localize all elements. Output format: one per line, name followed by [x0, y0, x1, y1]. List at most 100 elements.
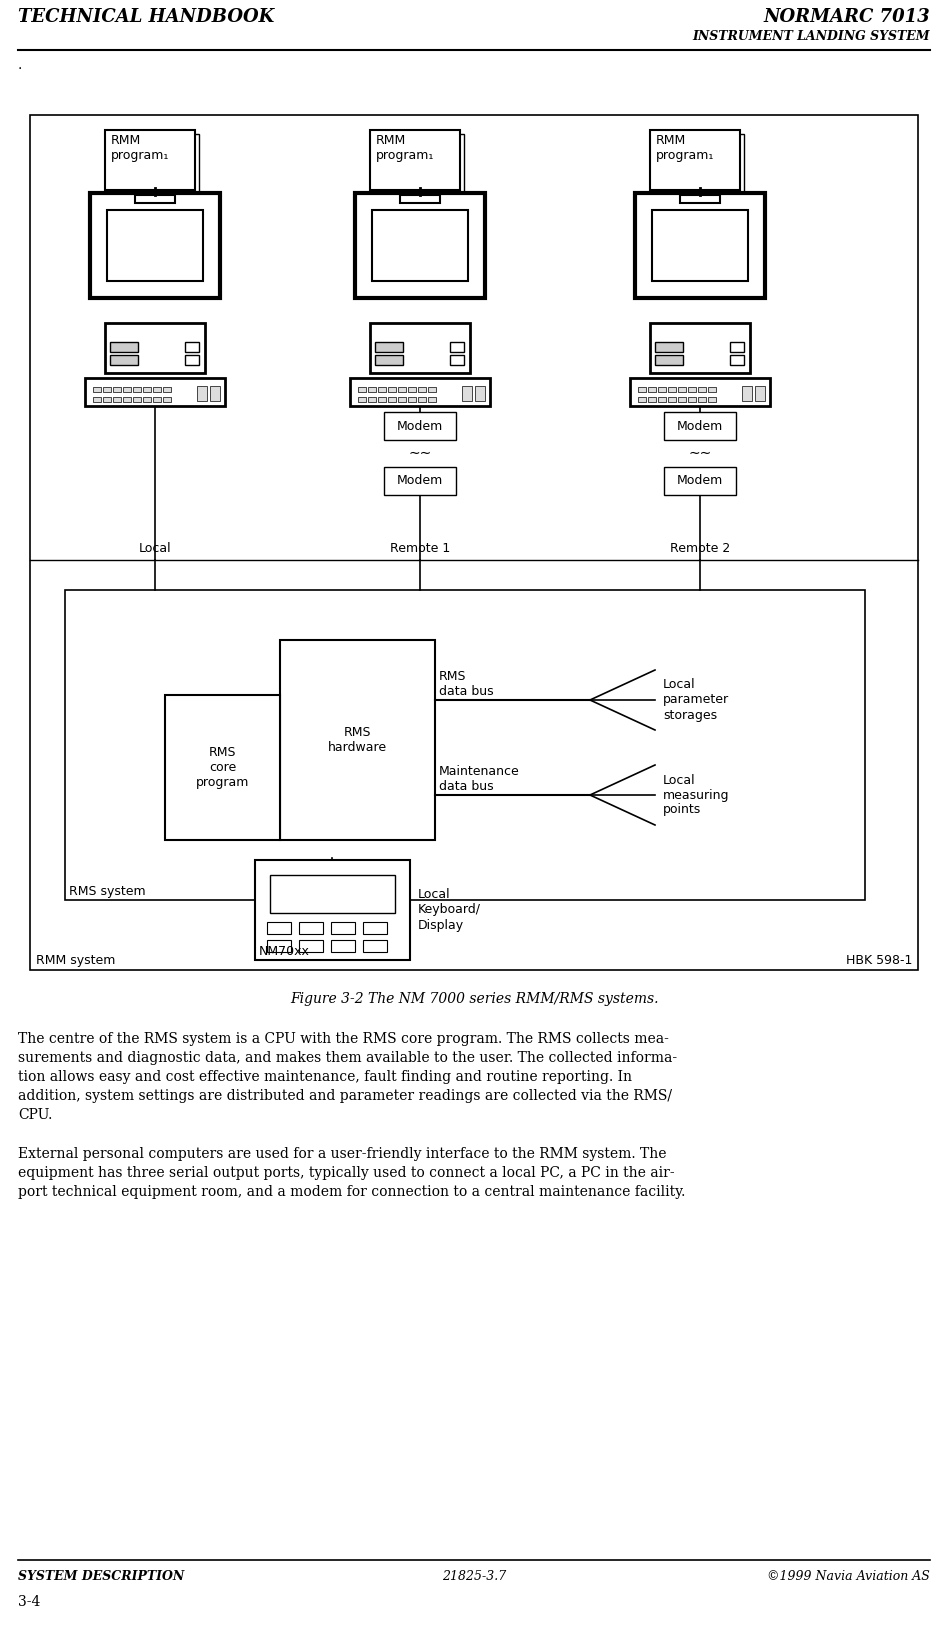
Bar [255, 860, 410, 960]
Text: Figure 3-2 The NM 7000 series RMM/RMS systems.: Figure 3-2 The NM 7000 series RMM/RMS sy… [290, 992, 658, 1005]
Bar [103, 397, 111, 401]
Bar [135, 194, 175, 202]
Text: Modem: Modem [397, 419, 443, 432]
Text: Remote 2: Remote 2 [670, 542, 730, 555]
Bar [210, 387, 220, 401]
Bar [708, 387, 716, 392]
Bar [368, 397, 376, 401]
Bar [730, 343, 744, 353]
Bar [664, 467, 736, 494]
Bar [462, 387, 472, 401]
Bar [408, 387, 416, 392]
Bar [370, 323, 470, 374]
Bar [370, 131, 460, 189]
Bar [428, 397, 436, 401]
Bar [450, 356, 464, 366]
Text: ©1999 Navia Aviation AS: ©1999 Navia Aviation AS [767, 1570, 930, 1583]
Text: Modem: Modem [397, 475, 443, 488]
Bar [418, 387, 426, 392]
Text: .: . [18, 59, 23, 72]
Bar [105, 131, 195, 189]
Bar [110, 343, 138, 353]
Bar [355, 193, 485, 299]
Text: RMS
hardware: RMS hardware [328, 726, 387, 754]
Bar [153, 387, 161, 392]
Bar [163, 397, 171, 401]
Bar [363, 922, 387, 934]
Text: RMM system: RMM system [36, 955, 116, 968]
Bar [698, 387, 706, 392]
Bar [90, 193, 220, 299]
Text: Modem: Modem [677, 419, 723, 432]
Bar [428, 387, 436, 392]
Bar [688, 387, 696, 392]
Bar [650, 131, 740, 189]
Bar [113, 397, 121, 401]
Bar [630, 379, 770, 406]
Bar [664, 411, 736, 441]
Bar [678, 397, 686, 401]
Text: TECHNICAL HANDBOOK: TECHNICAL HANDBOOK [18, 8, 274, 26]
Bar [374, 134, 464, 194]
Bar [648, 397, 656, 401]
Text: RMS
data bus: RMS data bus [439, 671, 494, 698]
Bar [668, 387, 676, 392]
Bar [384, 411, 456, 441]
Bar [635, 193, 765, 299]
Bar [742, 387, 752, 401]
Bar [267, 922, 291, 934]
Bar [197, 387, 207, 401]
Text: ∼∼: ∼∼ [409, 446, 431, 460]
Bar [93, 397, 101, 401]
Text: Local: Local [138, 542, 172, 555]
Bar [378, 397, 386, 401]
Text: Modem: Modem [677, 475, 723, 488]
Bar [143, 397, 151, 401]
Bar [350, 379, 490, 406]
Bar [358, 397, 366, 401]
Bar [652, 211, 748, 281]
Bar [331, 922, 355, 934]
Text: Local
parameter
storages: Local parameter storages [663, 679, 729, 721]
Text: RMM
program₁: RMM program₁ [111, 134, 170, 162]
Text: Local
Keyboard/
Display: Local Keyboard/ Display [418, 888, 481, 932]
Text: Local
measuring
points: Local measuring points [663, 774, 730, 816]
Bar [105, 323, 205, 374]
Bar [358, 387, 366, 392]
Bar [688, 397, 696, 401]
Bar [133, 387, 141, 392]
Bar [418, 397, 426, 401]
Text: 3-4: 3-4 [18, 1594, 41, 1609]
Bar [698, 397, 706, 401]
Bar [153, 397, 161, 401]
Bar [388, 397, 396, 401]
Bar [30, 114, 918, 969]
Text: 21825-3.7: 21825-3.7 [442, 1570, 506, 1583]
Bar [400, 194, 440, 202]
Bar [113, 387, 121, 392]
Text: HBK 598-1: HBK 598-1 [846, 955, 912, 968]
Bar [331, 940, 355, 951]
Text: NORMARC 7013: NORMARC 7013 [763, 8, 930, 26]
Text: INSTRUMENT LANDING SYSTEM: INSTRUMENT LANDING SYSTEM [692, 29, 930, 42]
Bar [280, 640, 435, 840]
Text: External personal computers are used for a user-friendly interface to the RMM sy: External personal computers are used for… [18, 1147, 685, 1200]
Bar [708, 397, 716, 401]
Text: SYSTEM DESCRIPTION: SYSTEM DESCRIPTION [18, 1570, 184, 1583]
Bar [408, 397, 416, 401]
Bar [475, 387, 485, 401]
Bar [678, 387, 686, 392]
Text: RMM
program₁: RMM program₁ [656, 134, 715, 162]
Bar [363, 940, 387, 951]
Bar [123, 397, 131, 401]
Bar [368, 387, 376, 392]
Bar [65, 591, 865, 899]
Bar [103, 387, 111, 392]
Bar [372, 211, 468, 281]
Bar [654, 134, 744, 194]
Text: RMS
core
program: RMS core program [196, 746, 249, 788]
Bar [185, 343, 199, 353]
Bar [658, 387, 666, 392]
Bar [163, 387, 171, 392]
Bar [388, 387, 396, 392]
